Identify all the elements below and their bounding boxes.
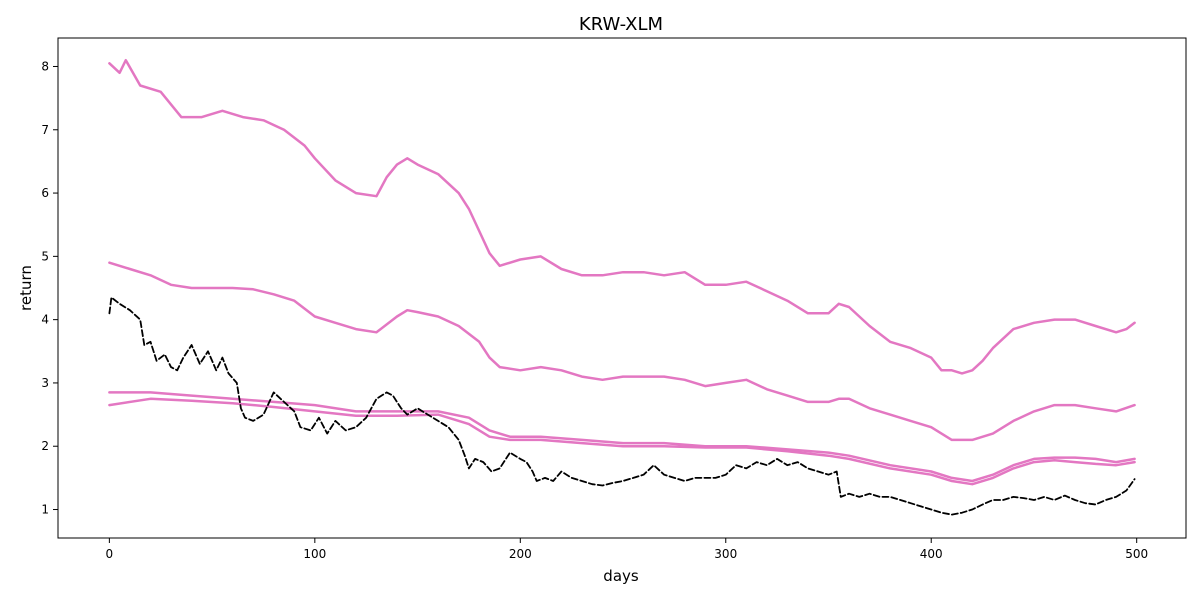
x-tick-label: 500 [1125,547,1148,561]
series-line-5 [108,296,1136,516]
x-tick-label: 400 [920,547,943,561]
series-line-2 [108,261,1136,442]
x-tick-label: 100 [303,547,326,561]
y-tick-label: 3 [41,376,49,390]
y-tick-label: 4 [41,313,49,327]
x-tick-label: 200 [509,547,532,561]
y-tick-label: 6 [41,186,49,200]
plot-frame [57,37,1187,539]
x-tick-label: 0 [106,547,114,561]
y-tick-label: 8 [41,59,49,73]
y-tick-label: 7 [41,123,49,137]
y-tick-label: 5 [41,249,49,263]
plot-lines [108,58,1136,516]
x-axis-label: days [603,567,639,585]
y-axis-label: return [17,265,35,311]
y-tick-label: 1 [41,503,49,517]
y-axis: 1 2 3 4 5 6 7 8 [41,59,58,517]
series-line-3 [108,391,1136,483]
x-axis: 0 100 200 300 400 500 [106,538,1148,561]
y-tick-label: 2 [41,439,49,453]
series-line-1 [108,58,1136,375]
chart-title: KRW-XLM [579,14,663,35]
series-line-4 [108,397,1136,486]
x-tick-label: 300 [714,547,737,561]
